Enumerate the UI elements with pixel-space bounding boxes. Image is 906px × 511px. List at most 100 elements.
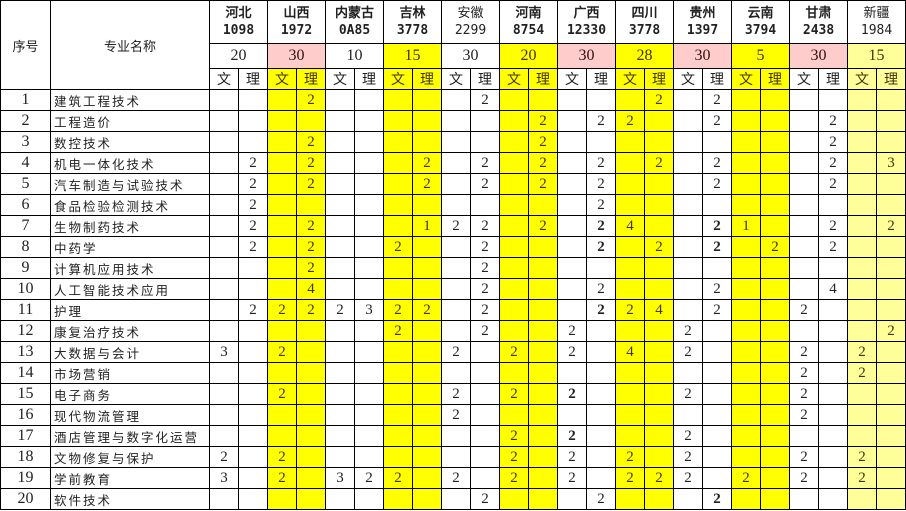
- quota-cell: [441, 152, 472, 174]
- quota-cell: [760, 362, 791, 384]
- province-quota: 30: [267, 43, 326, 69]
- quota-cell: [673, 362, 704, 384]
- province-name: 贵州: [689, 6, 716, 21]
- quota-cell: [528, 488, 559, 510]
- column-header-no: 序号: [0, 0, 51, 90]
- quota-cell: [876, 383, 906, 405]
- province-name: 河北: [225, 6, 252, 21]
- quota-cell: [789, 89, 820, 111]
- quota-cell: [353, 425, 385, 447]
- quota-cell: 2: [702, 110, 733, 132]
- quota-cell: [586, 89, 617, 111]
- quota-cell: [731, 173, 762, 195]
- quota-cell: 2: [586, 173, 617, 195]
- quota-cell: [353, 110, 385, 132]
- province-name: 河南: [515, 6, 542, 21]
- quota-cell: [209, 152, 239, 174]
- quota-cell: [267, 488, 297, 510]
- subject-li: 理: [528, 68, 559, 90]
- quota-cell: [441, 299, 472, 321]
- quota-cell: [412, 362, 443, 384]
- quota-cell: 2: [847, 467, 878, 489]
- major-name: 软件技术: [50, 488, 210, 510]
- quota-cell: [615, 131, 646, 153]
- province-name: 内蒙古: [335, 6, 375, 21]
- quota-cell: [615, 383, 646, 405]
- quota-cell: [702, 404, 733, 426]
- province-code: 3794: [744, 23, 777, 38]
- quota-cell: [353, 320, 385, 342]
- quota-cell: 2: [238, 215, 268, 237]
- quota-cell: 2: [528, 110, 559, 132]
- quota-cell: [789, 320, 820, 342]
- quota-cell: 2: [441, 404, 472, 426]
- quota-cell: 2: [760, 236, 791, 258]
- quota-cell: [383, 173, 414, 195]
- row-number: 14: [0, 362, 51, 384]
- quota-cell: 3: [209, 341, 239, 363]
- quota-cell: [325, 110, 355, 132]
- quota-cell: [557, 278, 588, 300]
- row-number: 3: [0, 131, 51, 153]
- province-name: 四川: [631, 6, 658, 21]
- quota-cell: 4: [615, 341, 646, 363]
- quota-cell: [644, 341, 675, 363]
- quota-cell: [325, 236, 355, 258]
- quota-cell: 2: [615, 110, 646, 132]
- province-header: 河北 1098: [209, 0, 268, 44]
- quota-cell: [731, 152, 762, 174]
- quota-cell: [557, 131, 588, 153]
- quota-cell: 3: [876, 152, 906, 174]
- quota-cell: 2: [296, 236, 326, 258]
- quota-cell: [557, 488, 588, 510]
- quota-cell: [383, 446, 414, 468]
- quota-cell: 2: [470, 320, 501, 342]
- quota-cell: [470, 362, 501, 384]
- quota-cell: [325, 320, 355, 342]
- quota-cell: [412, 194, 443, 216]
- quota-cell: [325, 488, 355, 510]
- quota-cell: [353, 404, 385, 426]
- province-name: 吉林: [399, 6, 426, 21]
- quota-cell: [441, 89, 472, 111]
- row-number: 20: [0, 488, 51, 510]
- row-number: 4: [0, 152, 51, 174]
- quota-cell: 2: [528, 131, 559, 153]
- quota-cell: 2: [528, 173, 559, 195]
- quota-cell: 2: [673, 383, 704, 405]
- quota-cell: [470, 467, 501, 489]
- quota-cell: 2: [644, 152, 675, 174]
- quota-cell: 2: [528, 152, 559, 174]
- quota-cell: 2: [267, 446, 297, 468]
- quota-cell: [383, 488, 414, 510]
- major-name: 数控技术: [50, 131, 210, 153]
- quota-cell: [528, 383, 559, 405]
- table-row: 7 生物制药技术 2 2 1 2 2 2 2 4 2 1 2 2: [0, 215, 906, 237]
- quota-cell: [731, 194, 762, 216]
- quota-cell: 2: [818, 152, 849, 174]
- subject-wen: 文: [325, 68, 355, 90]
- province-name: 新疆: [863, 6, 890, 21]
- quota-cell: [383, 110, 414, 132]
- quota-cell: [441, 236, 472, 258]
- quota-cell: 2: [383, 236, 414, 258]
- quota-cell: 2: [847, 362, 878, 384]
- quota-cell: [702, 131, 733, 153]
- row-number: 6: [0, 194, 51, 216]
- quota-cell: [267, 425, 297, 447]
- table-row: 10 人工智能技术应用 4 2 2 2 4: [0, 278, 906, 300]
- quota-cell: [238, 278, 268, 300]
- quota-cell: [296, 341, 326, 363]
- quota-cell: [731, 341, 762, 363]
- quota-cell: [499, 320, 530, 342]
- quota-cell: [238, 131, 268, 153]
- quota-cell: [499, 215, 530, 237]
- quota-cell: [557, 404, 588, 426]
- quota-cell: 2: [470, 152, 501, 174]
- major-name: 酒店管理与数字化运营: [50, 425, 210, 447]
- quota-cell: [267, 215, 297, 237]
- quota-cell: [528, 446, 559, 468]
- quota-cell: [876, 257, 906, 279]
- quota-cell: [557, 173, 588, 195]
- quota-cell: [789, 194, 820, 216]
